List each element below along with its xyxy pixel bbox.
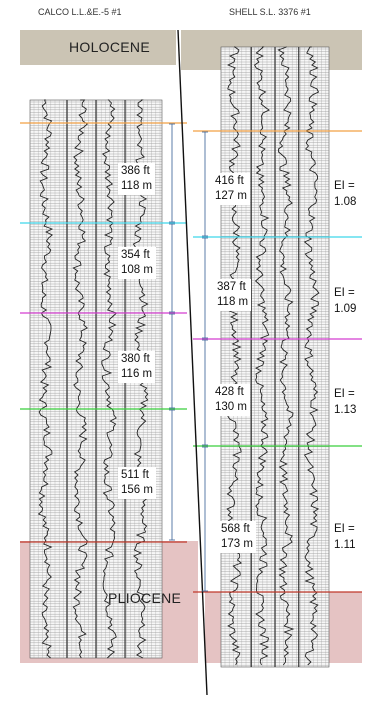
left-well-log-curve-3 [101,99,118,659]
right-interval-2-m: 118 m [217,296,249,308]
left-interval-2-label: 354 ft 108 m [118,247,156,279]
left-interval-4-label: 511 ft 156 m [118,467,156,499]
ei-2-prefix: EI = [334,287,355,299]
left-interval-2-m: 108 m [121,264,153,276]
right-interval-4-m: 173 m [221,538,253,550]
ei-2-value: 1.09 [334,303,357,315]
ei-3-label: EI = 1.13 [331,385,360,419]
right-interval-3-ft: 428 ft [215,386,244,398]
left-interval-1-ft: 386 ft [121,165,150,177]
ei-4-prefix: EI = [334,523,355,535]
holocene-label: HOLOCENE [69,39,150,55]
right-well-log-curve-4 [303,46,320,666]
ei-3-prefix: EI = [334,388,355,400]
pliocene-label: PLIOCENE [108,590,182,606]
right-well-header: SHELL S.L. 3376 #1 [229,7,311,17]
left-interval-1-label: 386 ft 118 m [118,163,156,195]
ei-1-prefix: EI = [334,180,355,192]
right-interval-2-label: 387 ft 118 m [214,279,252,311]
growth-fault-line [177,29,208,696]
ei-4-value: 1.11 [334,539,356,551]
left-well-log-curve-2 [72,99,89,659]
left-interval-4-ft: 511 ft [121,469,149,481]
holocene-band-left [20,30,176,65]
ei-1-label: EI = 1.08 [331,177,360,211]
left-interval-3-label: 380 ft 116 m [118,351,156,383]
right-interval-1-m: 127 m [215,190,247,202]
ei-3-value: 1.13 [334,404,357,416]
right-well-log-curve-1 [226,46,242,666]
ei-1-value: 1.08 [334,196,357,208]
right-interval-1-ft: 416 ft [215,175,244,187]
left-interval-3-ft: 380 ft [121,353,150,365]
right-interval-2-ft: 387 ft [217,281,246,293]
right-interval-4-ft: 568 ft [221,523,250,535]
right-well-log-curve-3 [277,46,295,666]
left-interval-4-m: 156 m [121,484,153,496]
ei-4-label: EI = 1.11 [331,520,359,554]
right-well-log-curve-2 [254,46,270,666]
right-interval-3-m: 130 m [215,401,247,413]
right-interval-4-label: 568 ft 173 m [218,521,256,553]
ei-2-label: EI = 1.09 [331,284,360,318]
left-interval-1-m: 118 m [121,180,153,192]
left-well-header: CALCO L.L.&E.-5 #1 [38,7,122,17]
right-interval-3-label: 428 ft 130 m [212,384,250,416]
left-interval-3-m: 116 m [121,368,153,380]
right-well-log-grid-vertical [224,47,326,667]
left-interval-2-ft: 354 ft [121,249,150,261]
left-well-log-curve-1 [37,99,54,659]
right-interval-1-label: 416 ft 127 m [212,173,250,205]
